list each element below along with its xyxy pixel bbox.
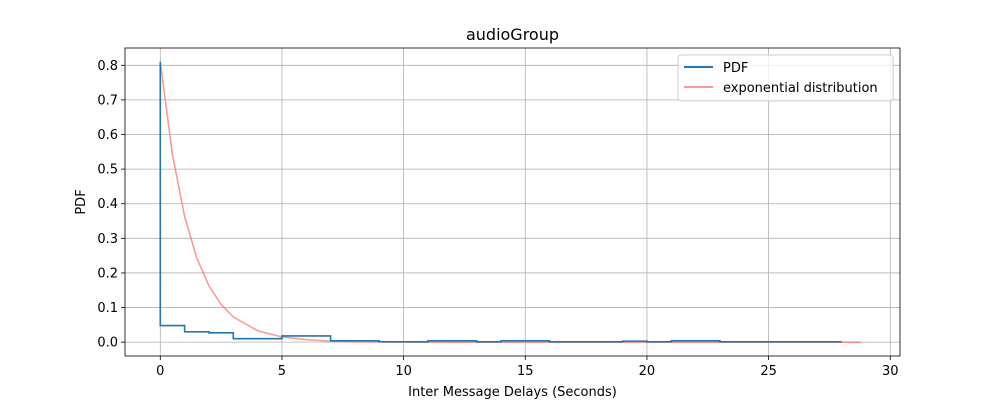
series-line-exponential-distribution	[159, 61, 862, 343]
plot-area	[159, 61, 862, 343]
legend-label-exponential: exponential distribution	[723, 81, 878, 96]
y-tick-label: 0.0	[97, 336, 118, 351]
legend-box	[677, 54, 894, 102]
x-tick-label: 20	[639, 364, 656, 379]
y-tick-label: 0.5	[97, 163, 118, 178]
chart-title: audioGroup	[466, 25, 559, 44]
x-tick-label: 5	[278, 364, 286, 379]
y-tick-label: 0.6	[97, 128, 118, 143]
y-tick-label: 0.8	[97, 59, 118, 74]
axes-frame	[124, 47, 901, 357]
legend: PDF exponential distribution	[677, 54, 894, 102]
x-axis-title: Inter Message Delays (Seconds)	[408, 385, 617, 400]
x-tick-label: 0	[156, 364, 164, 379]
y-axis-title: PDF	[74, 189, 89, 214]
axis-ticks: 0 5 10 15 20 25 30 0.0 0.1 0.2 0.3 0.4 0.5 0.6 0.7 0.8	[97, 59, 898, 379]
legend-label-pdf: PDF	[723, 61, 748, 76]
y-tick-label: 0.3	[97, 232, 118, 247]
x-tick-label: 25	[760, 364, 777, 379]
series-line-pdf	[159, 61, 842, 343]
y-tick-label: 0.4	[97, 197, 118, 212]
y-tick-label: 0.7	[97, 93, 118, 108]
y-tick-label: 0.1	[97, 301, 118, 316]
x-tick-label: 15	[517, 364, 534, 379]
x-tick-label: 30	[882, 364, 899, 379]
y-tick-label: 0.2	[97, 266, 118, 281]
x-tick-label: 10	[395, 364, 412, 379]
